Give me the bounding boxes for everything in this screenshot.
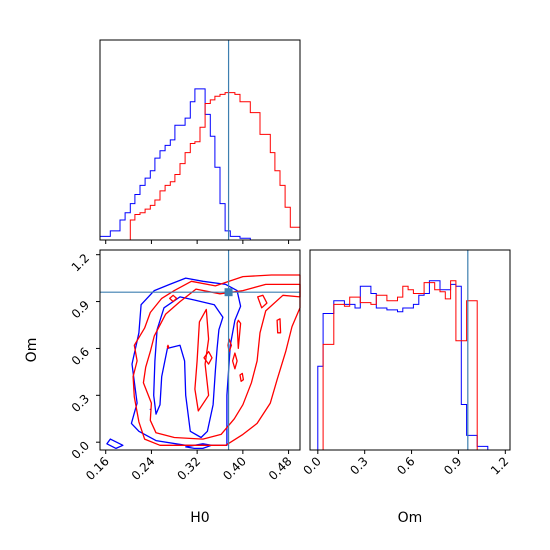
contour-xtick-label-1: 0.24 bbox=[129, 454, 158, 483]
contour-series-0-level-1 bbox=[153, 296, 224, 439]
om-hist-xtick-label-3: 0.9 bbox=[441, 454, 464, 477]
contour-xtick-label-3: 0.40 bbox=[220, 454, 249, 483]
om-hist-series-1 bbox=[317, 280, 499, 451]
panel-h0-om-contour: 0.16 0.24 0.32 0.40 0.48 0.0 0.3 0.6 0.9 1.2 bbox=[69, 249, 301, 483]
contour-xtick-label-4: 0.48 bbox=[266, 454, 295, 483]
contour-ytick-label-3: 0.9 bbox=[69, 298, 92, 321]
contour-series-1-level-6 bbox=[231, 352, 238, 370]
contour-series-1-level-9 bbox=[239, 372, 245, 382]
panel-h0-histogram bbox=[99, 39, 301, 244]
contour-truth-marker bbox=[224, 288, 233, 297]
panel-om-histogram: 0.0 0.3 0.6 0.9 1.2 bbox=[301, 249, 511, 478]
contour-ytick-label-2: 0.6 bbox=[69, 345, 92, 368]
ylabel-om: Om bbox=[24, 338, 40, 363]
om-hist-frame bbox=[309, 249, 511, 451]
om-hist-xtick-label-0: 0.0 bbox=[301, 454, 324, 477]
xlabel-om: Om bbox=[398, 510, 423, 526]
h0-hist-series-1 bbox=[100, 92, 301, 241]
contour-series-1-level-3 bbox=[257, 294, 268, 309]
contour-series-1-level-2 bbox=[194, 308, 210, 412]
om-hist-xtick-label-4: 1.2 bbox=[488, 454, 511, 477]
contour-ytick-label-1: 0.3 bbox=[69, 392, 92, 415]
contour-frame bbox=[99, 249, 301, 451]
om-hist-series-0 bbox=[317, 280, 499, 451]
om-hist-xtick-label-2: 0.6 bbox=[394, 454, 417, 477]
contour-series-1-level-1 bbox=[142, 283, 301, 440]
contour-series-0-level-3 bbox=[185, 443, 213, 450]
contour-ytick-label-0: 0.0 bbox=[69, 438, 92, 461]
contour-series-1-level-8 bbox=[236, 319, 242, 350]
contour-series-1-level-5 bbox=[203, 350, 213, 365]
contour-ytick-label-4: 1.2 bbox=[69, 251, 92, 274]
xlabel-h0: H0 bbox=[190, 510, 209, 526]
contour-series-1-level-10 bbox=[276, 318, 282, 334]
contour-series-0-level-2 bbox=[106, 438, 124, 450]
contour-xtick-label-0: 0.16 bbox=[83, 454, 112, 483]
contour-series-1-level-11 bbox=[166, 344, 170, 350]
h0-hist-series-0 bbox=[99, 88, 300, 241]
om-hist-xtick-label-1: 0.3 bbox=[347, 454, 370, 477]
h0-hist-frame bbox=[99, 39, 301, 241]
contour-series-1-level-4 bbox=[169, 294, 178, 303]
contour-xtick-label-2: 0.32 bbox=[174, 454, 203, 483]
